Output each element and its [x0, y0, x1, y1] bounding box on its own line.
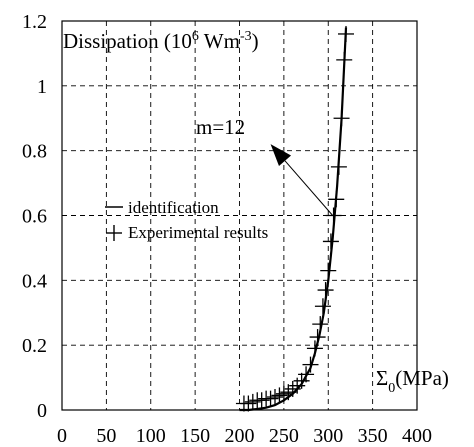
data-point-plus	[322, 233, 339, 250]
data-point-plus	[320, 262, 337, 279]
y-tick-label: 1	[37, 76, 47, 98]
x-tick-label: 200	[225, 425, 255, 447]
x-axis-label: Σ0(MPa)	[376, 366, 449, 396]
series-layer	[235, 25, 354, 412]
data-point-plus	[244, 393, 261, 410]
data-point-plus	[240, 395, 257, 412]
data-point-plus	[275, 385, 292, 402]
x-tick-label: 350	[358, 425, 388, 447]
data-point-plus	[271, 387, 288, 404]
annotation-arrow-head	[270, 144, 292, 167]
annotation-label: m=12	[196, 115, 245, 139]
data-point-plus	[302, 356, 319, 373]
data-point-plus	[312, 316, 329, 333]
legend-plus-swatch	[106, 225, 122, 241]
data-point-plus	[298, 366, 315, 383]
y-tick-label: 0.6	[22, 206, 47, 228]
data-point-plus	[333, 110, 350, 127]
x-tick-label: 0	[57, 425, 67, 447]
y-tick-label: 1.2	[22, 11, 47, 33]
legend: identification Experimental results	[105, 198, 268, 242]
y-tick-label: 0.2	[22, 335, 47, 357]
data-point-plus	[284, 380, 301, 397]
legend-label-identification: identification	[128, 198, 219, 217]
data-point-plus	[336, 51, 353, 68]
data-point-plus	[325, 207, 342, 224]
data-point-plus	[330, 158, 347, 175]
data-point-plus	[262, 390, 279, 407]
data-point-plus	[306, 340, 323, 357]
legend-label-experimental: Experimental results	[128, 223, 268, 242]
data-point-plus	[293, 372, 310, 389]
tick-labels: 0 50 100 150 200 250 300 350 400 0 0.2 0.4 0.6 0.8 1 1.…	[22, 11, 432, 447]
data-point-plus	[309, 329, 326, 346]
data-point-plus	[338, 25, 354, 42]
grid-lines	[62, 21, 417, 410]
x-tick-label: 100	[136, 425, 166, 447]
y-tick-label: 0.8	[22, 141, 47, 163]
x-tick-label: 150	[180, 425, 210, 447]
x-tick-label: 250	[269, 425, 299, 447]
annotation-arrow-line	[284, 160, 334, 216]
data-point-plus	[317, 282, 334, 299]
y-axis-label: Dissipation (106 Wm-3)	[63, 29, 259, 53]
y-tick-label: 0.4	[22, 270, 47, 292]
data-point-plus	[314, 298, 331, 315]
series-line-identification	[239, 27, 348, 412]
x-tick-label: 50	[96, 425, 116, 447]
data-point-plus	[267, 389, 283, 406]
x-tick-label: 300	[313, 425, 343, 447]
data-point-plus	[253, 392, 270, 409]
y-tick-label: 0	[37, 400, 47, 422]
x-tick-label: 400	[402, 425, 432, 447]
data-point-plus	[280, 384, 297, 401]
data-point-plus	[328, 191, 345, 208]
